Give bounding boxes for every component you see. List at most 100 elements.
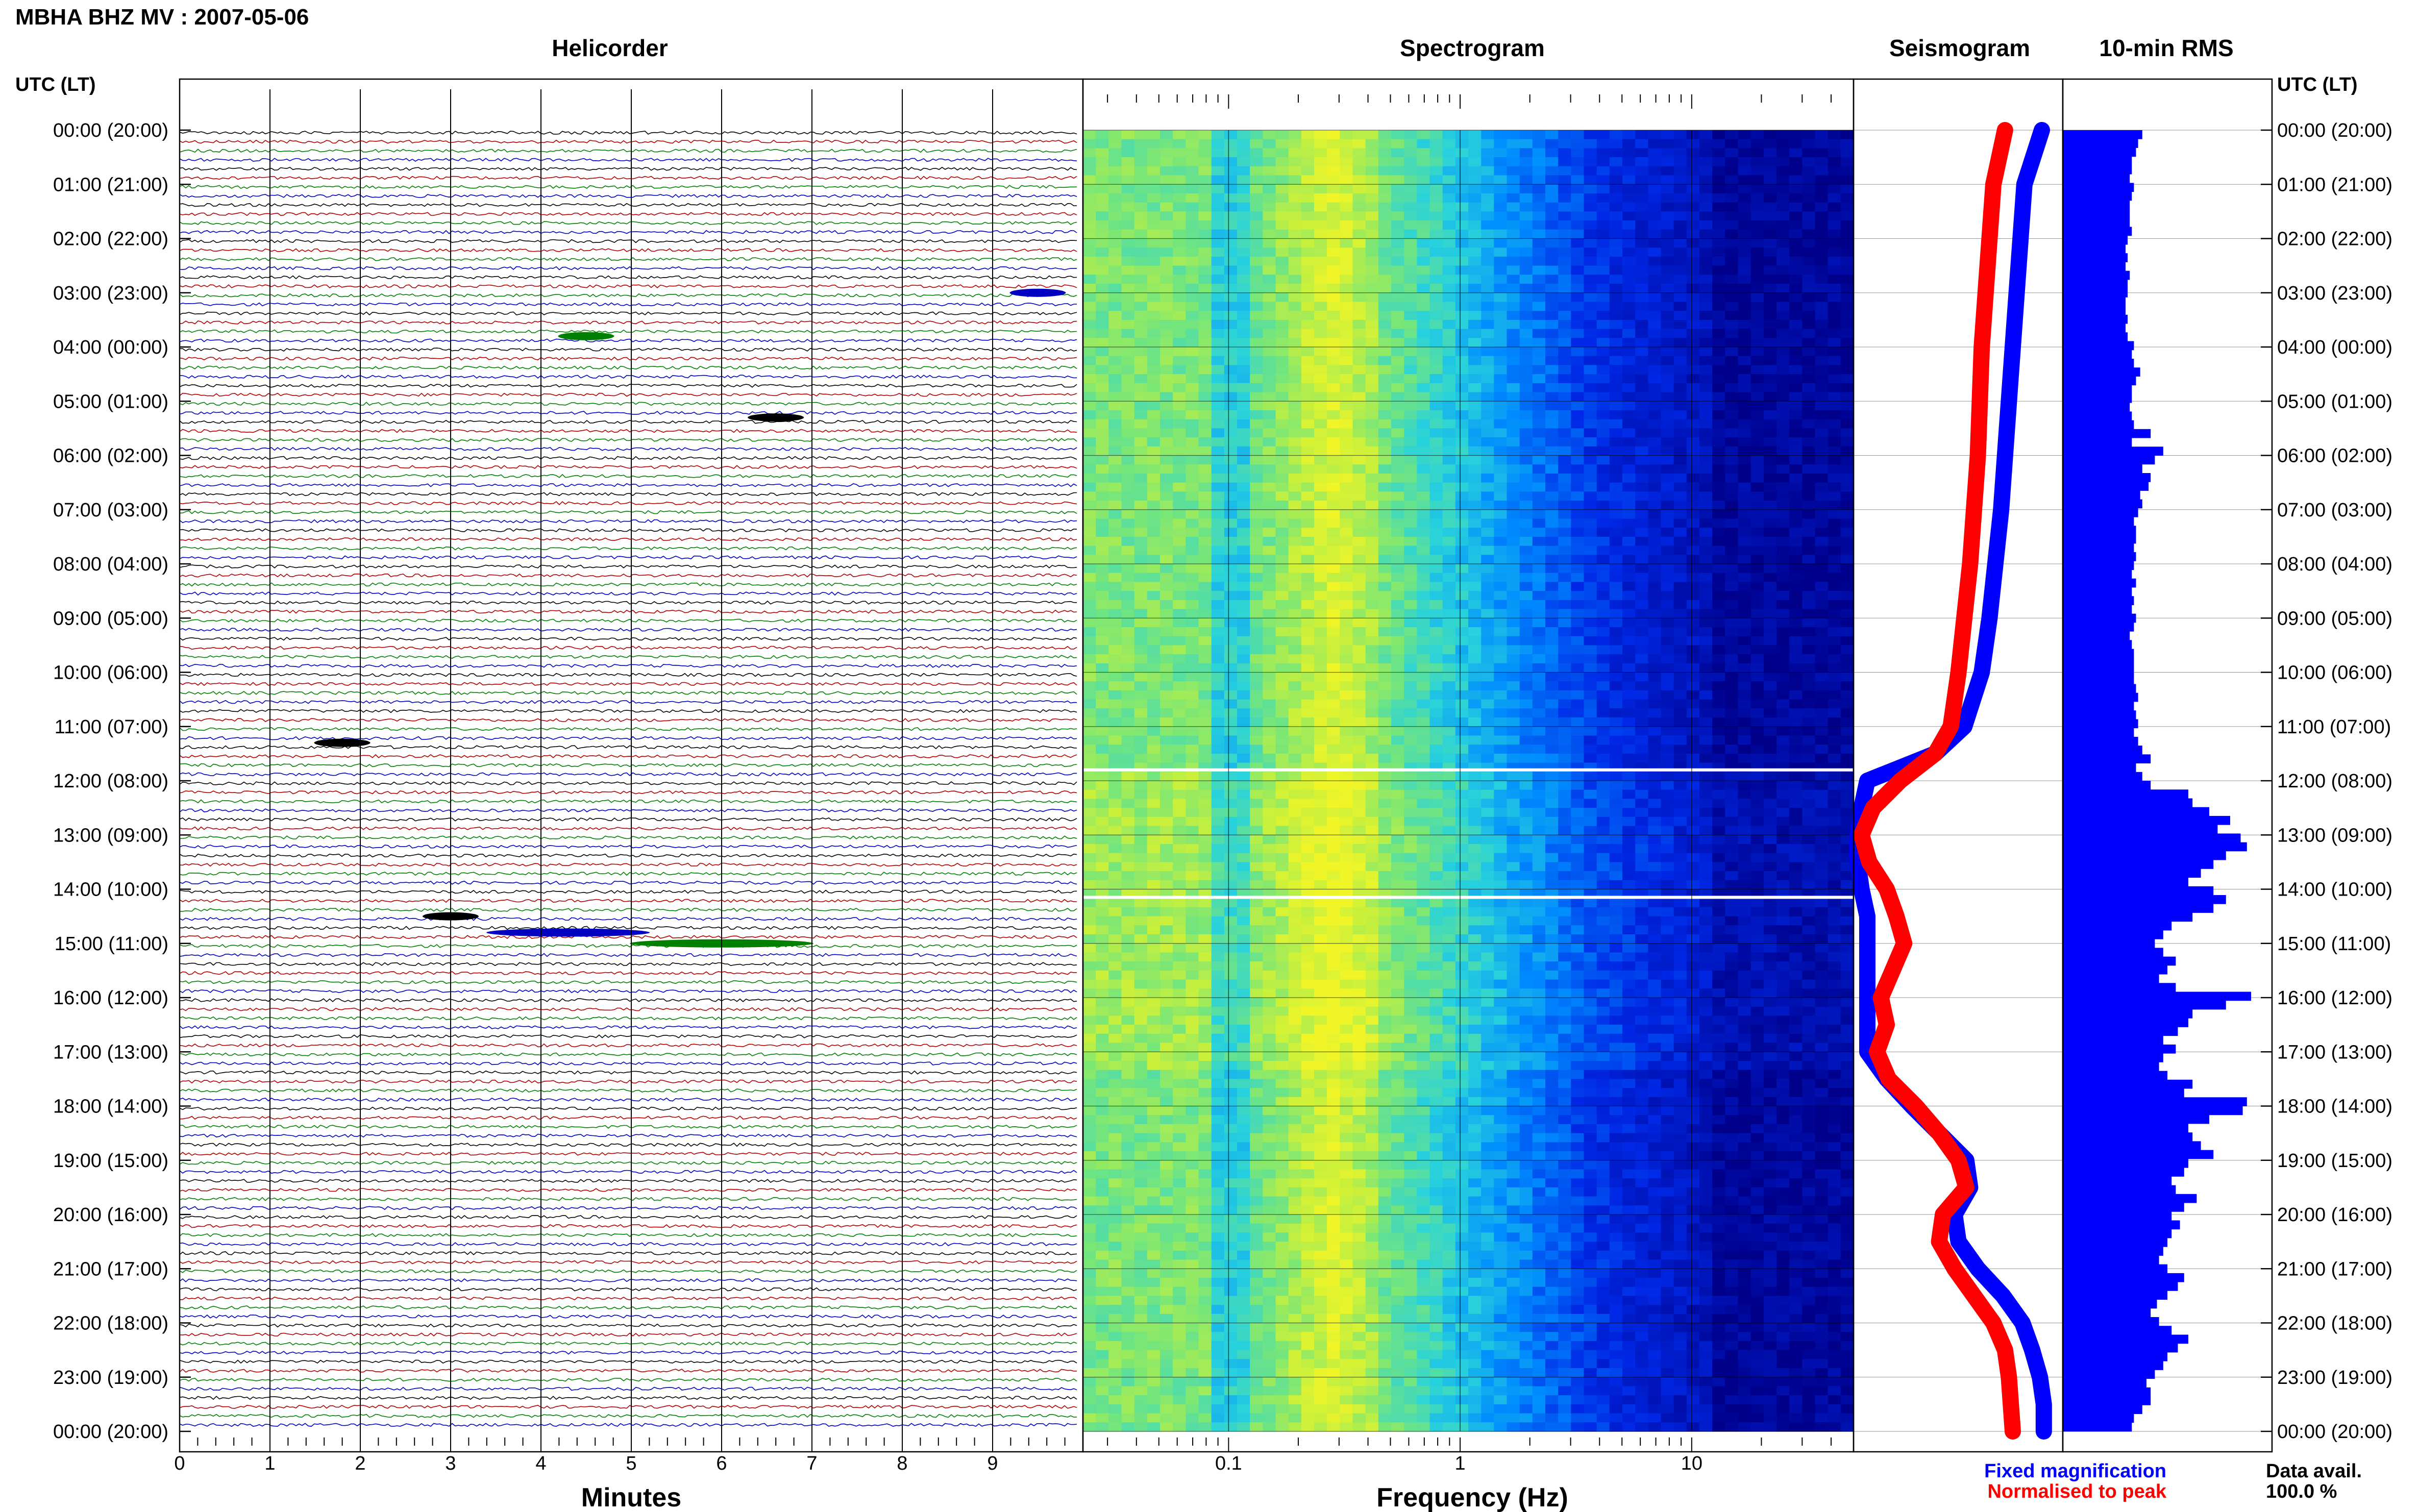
spectrogram-cell — [1134, 256, 1148, 266]
spectrogram-cell — [1134, 645, 1148, 655]
spectrogram-panel: 0.1 1 10 — [1083, 94, 1854, 1474]
spectrogram-cell — [1340, 699, 1353, 709]
spectrogram-cell — [1661, 139, 1674, 148]
spectrogram-cell — [1622, 256, 1636, 266]
spectrogram-cell — [1584, 826, 1597, 835]
spectrogram-cell — [1763, 302, 1777, 311]
spectrogram-cell — [1507, 130, 1520, 140]
spectrogram-cell — [1789, 853, 1803, 862]
spectrogram-cell — [1622, 401, 1636, 411]
spectrogram-cell — [1173, 338, 1186, 348]
spectrogram-cell — [1198, 220, 1212, 230]
spectrogram-cell — [1417, 862, 1430, 872]
spectrogram-cell — [1327, 139, 1340, 148]
spectrogram-cell — [1404, 175, 1417, 185]
spectrogram-cell — [1738, 609, 1751, 618]
spectrogram-cell — [1545, 518, 1559, 528]
spectrogram-cell — [1134, 338, 1148, 348]
spectrogram-cell — [1519, 256, 1533, 266]
spectrogram-cell — [1507, 745, 1520, 754]
spectrogram-cell — [1532, 130, 1546, 140]
spectrogram-cell — [1365, 609, 1379, 618]
spectrogram-cell — [1686, 690, 1700, 700]
spectrogram-cell — [1494, 573, 1508, 582]
spectrogram-cell — [1712, 392, 1725, 402]
spectrogram-cell — [1609, 799, 1623, 808]
spectrogram-cell — [1173, 699, 1186, 709]
spectrogram-cell — [1648, 302, 1662, 311]
spectrogram-cell — [1096, 247, 1109, 257]
spectrogram-cell — [1391, 338, 1404, 348]
spectrogram-cell — [1750, 636, 1764, 646]
spectrogram-cell — [1442, 726, 1456, 736]
spectrogram-cell — [1661, 202, 1674, 212]
spectrogram-cell — [1160, 618, 1173, 628]
spectrogram-cell — [1686, 835, 1700, 845]
spectrogram-cell — [1558, 292, 1571, 303]
spectrogram-cell — [1288, 672, 1302, 682]
spectrogram-cell — [1661, 184, 1674, 194]
spectrogram-cell — [1417, 383, 1430, 393]
spectrogram-cell — [1596, 229, 1610, 239]
spectrogram-cell — [1096, 573, 1109, 582]
spectrogram-cell — [1815, 672, 1829, 682]
spectrogram-cell — [1481, 509, 1494, 519]
spectrogram-cell — [1417, 618, 1430, 628]
spectrogram-cell — [1635, 347, 1648, 357]
spectrogram-cell — [1096, 455, 1109, 465]
spectrogram-cell — [1173, 708, 1186, 718]
spectrogram-cell — [1198, 365, 1212, 375]
spectrogram-cell — [1661, 166, 1674, 176]
spectrogram-cell — [1609, 265, 1623, 275]
spectrogram-cell — [1263, 139, 1276, 148]
spectrogram-cell — [1468, 256, 1482, 266]
spectrogram-cell — [1699, 410, 1713, 420]
spectrogram-cell — [1365, 338, 1379, 348]
spectrogram-cell — [1314, 410, 1327, 420]
spectrogram-cell — [1186, 329, 1199, 338]
spectrogram-cell — [1622, 175, 1636, 185]
spectrogram-cell — [1776, 338, 1790, 348]
spectrogram-cell — [1828, 753, 1841, 763]
spectrogram-cell — [1237, 781, 1250, 790]
spectrogram-cell — [1571, 536, 1585, 547]
spectrogram-cell — [1738, 275, 1751, 284]
spectrogram-cell — [1429, 672, 1443, 682]
spectrogram-cell — [1096, 789, 1109, 799]
spectrogram-cell — [1455, 853, 1469, 862]
spectrogram-cell — [1584, 536, 1597, 547]
spectrogram-cell — [1417, 816, 1430, 827]
spectrogram-cell — [1686, 654, 1700, 664]
spectrogram-cell — [1596, 311, 1610, 320]
spectrogram-cell — [1712, 509, 1725, 519]
spectrogram-cell — [1648, 835, 1662, 845]
spectrogram-cell — [1160, 853, 1173, 862]
spectrogram-cell — [1108, 482, 1122, 492]
spectrogram-cell — [1673, 862, 1687, 872]
spectrogram-cell — [1096, 284, 1109, 293]
spectrogram-cell — [1186, 591, 1199, 601]
spectrogram-cell — [1815, 582, 1829, 591]
spectrogram-cell — [1301, 681, 1315, 691]
spectrogram-cell — [1750, 591, 1764, 601]
spectrogram-cell — [1108, 238, 1122, 248]
spectrogram-cell — [1160, 781, 1173, 790]
spectrogram-cell — [1429, 781, 1443, 790]
spectrogram-cell — [1250, 816, 1263, 827]
spectrogram-cell — [1224, 392, 1238, 402]
spectrogram-cell — [1378, 211, 1392, 221]
spectrogram-cell — [1468, 166, 1482, 176]
spectrogram-cell — [1263, 482, 1276, 492]
spectrogram-cell — [1237, 356, 1250, 365]
spectrogram-cell — [1699, 184, 1713, 194]
spectrogram-cell — [1417, 600, 1430, 610]
spectrogram-cell — [1173, 437, 1186, 447]
spectrogram-cell — [1686, 826, 1700, 835]
spectrogram-cell — [1571, 726, 1585, 736]
spectrogram-cell — [1250, 392, 1263, 402]
spectrogram-cell — [1828, 275, 1841, 284]
spectrogram-cell — [1147, 745, 1161, 754]
spectrogram-cell — [1609, 275, 1623, 284]
spectrogram-cell — [1314, 618, 1327, 628]
spectrogram-cell — [1763, 338, 1777, 348]
